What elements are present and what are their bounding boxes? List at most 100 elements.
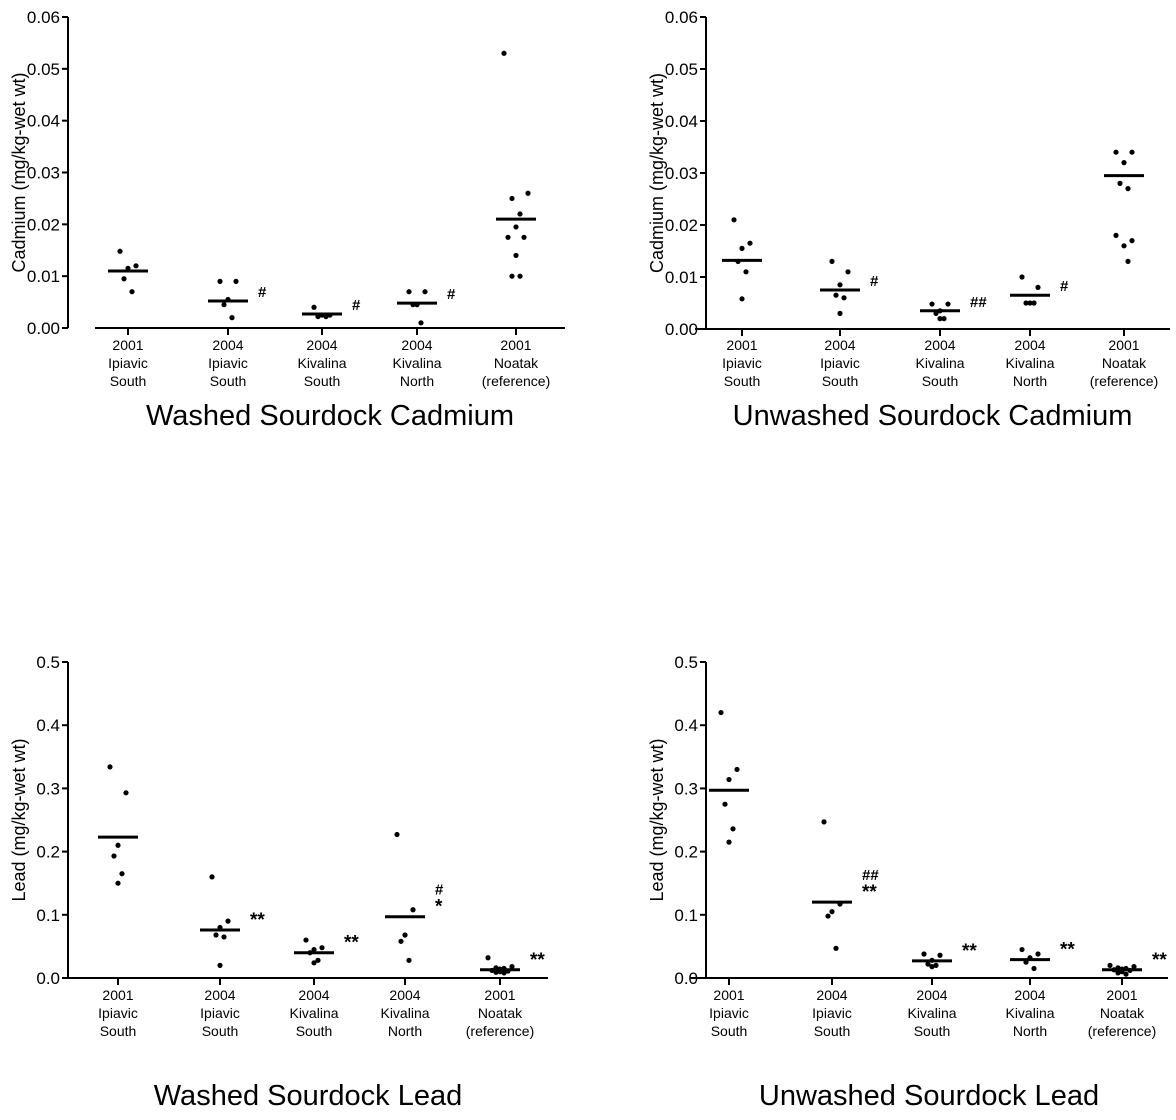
chart-panel-2: 0.0 0.1 0.2 0.3 0.4 0.5 Lead (mg/kg-wet wt) 200… [9,653,548,1112]
chart-title: Unwashed Sourdock Lead [759,1080,1099,1112]
x-tick-label: (reference) [482,373,550,389]
y-tick-label: 0.02 [665,216,698,235]
data-point [221,302,227,308]
data-point [521,234,527,240]
y-tick-label: 0.02 [27,215,60,234]
data-point [311,946,317,953]
chart-panel-1: 0.00 0.01 0.02 0.03 0.04 0.05 0.06 Cadmium (mg/… [647,8,1170,432]
data-point [929,964,935,970]
data-point [485,955,491,961]
data-point [311,304,317,310]
data-point [1117,180,1123,186]
y-tick-label: 0.0 [674,969,698,988]
x-tick-label: North [400,373,434,389]
data-point [129,289,135,295]
y-tick-label: 0.06 [27,8,60,27]
data-point [111,853,117,859]
x-tick-label: South [922,373,959,389]
data-point [1035,951,1041,957]
x-tick-label: South [711,1023,748,1039]
x-tick-label: Kivalina [289,1005,338,1021]
data-point [107,764,113,770]
significance-hash-annotation: ## [862,867,879,884]
x-tick-label: South [822,373,859,389]
data-point [726,776,732,783]
data-point [739,245,745,251]
data-point [398,938,404,944]
data-point [501,970,507,976]
data-point [115,880,121,886]
data-point [121,276,127,282]
significance-star-annotation: ** [250,910,265,931]
data-point [133,263,139,269]
x-tick-label: Ipiavic [722,355,762,371]
x-tick-label: South [814,1023,851,1039]
y-tick-label: 0.1 [674,906,698,925]
y-tick-label: 0.03 [665,164,698,183]
data-point [406,289,412,295]
data-point [513,252,519,259]
data-point [422,289,428,295]
significance-star-annotation: ** [530,950,545,971]
data-point [1031,965,1037,972]
data-point [821,819,827,825]
data-point [722,801,728,807]
x-tick-label: 2001 [112,337,143,353]
x-tick-label: North [388,1023,422,1039]
chart-panel-3: 0.0 0.1 0.2 0.3 0.4 0.5 Lead (mg/kg-wet wt) 200… [647,653,1168,1112]
x-tick-label: South [110,373,147,389]
y-tick-label: 0.3 [674,779,698,798]
data-point [833,945,839,951]
chart-title: Washed Sourdock Cadmium [146,400,514,432]
data-point [1113,232,1119,238]
data-point [1023,300,1029,306]
data-point [921,951,927,957]
x-tick-label: Noatak [494,355,539,371]
x-tick-label: Kivalina [380,1005,429,1021]
data-point [509,195,515,202]
significance-hash-annotation: # [435,882,444,899]
y-tick-label: 0.04 [27,112,60,131]
data-point [933,962,939,968]
data-point [1115,970,1121,976]
x-tick-label: Ipiavic [709,1005,749,1021]
x-tick-label: 2004 [924,337,955,353]
data-point [303,937,309,943]
x-tick-label: Ipiavic [208,355,248,371]
y-tick-label: 0.01 [27,267,60,286]
data-point [743,269,749,275]
significance-star-annotation: * [435,897,443,918]
data-point [837,310,843,316]
x-tick-label: Ipiavic [98,1005,138,1021]
data-point [929,301,935,307]
y-tick-label: 0.5 [674,653,698,672]
data-point [837,282,843,288]
x-tick-label: 2004 [298,987,329,1003]
significance-hash-annotation: # [352,297,361,314]
data-point [229,315,235,321]
x-tick-label: 2001 [500,337,531,353]
data-point [1027,300,1033,306]
x-tick-label: South [724,373,761,389]
significance-star-annotation: ** [1152,950,1167,971]
significance-star-annotation: ** [344,933,359,954]
data-point [505,234,511,240]
data-point [1107,962,1113,968]
data-point [1035,284,1041,290]
data-point [1019,274,1025,280]
data-point [925,961,931,967]
data-point [115,842,121,848]
data-point [119,871,125,877]
y-tick-label: 0.00 [27,319,60,338]
significance-hash-annotation: # [1060,278,1069,295]
data-point [217,962,223,968]
data-point [845,269,851,275]
x-tick-label: Noatak [1102,355,1147,371]
y-axis-title: Lead (mg/kg-wet wt) [9,738,29,901]
data-point [123,790,129,796]
chart-title: Washed Sourdock Lead [154,1080,462,1112]
x-tick-label: South [202,1023,239,1039]
chart-panel-0: 0.00 0.01 0.02 0.03 0.04 0.05 0.06 Cadmium (mg/… [9,8,565,432]
significance-star-annotation: ** [962,941,977,962]
x-tick-label: Ipiavic [108,355,148,371]
